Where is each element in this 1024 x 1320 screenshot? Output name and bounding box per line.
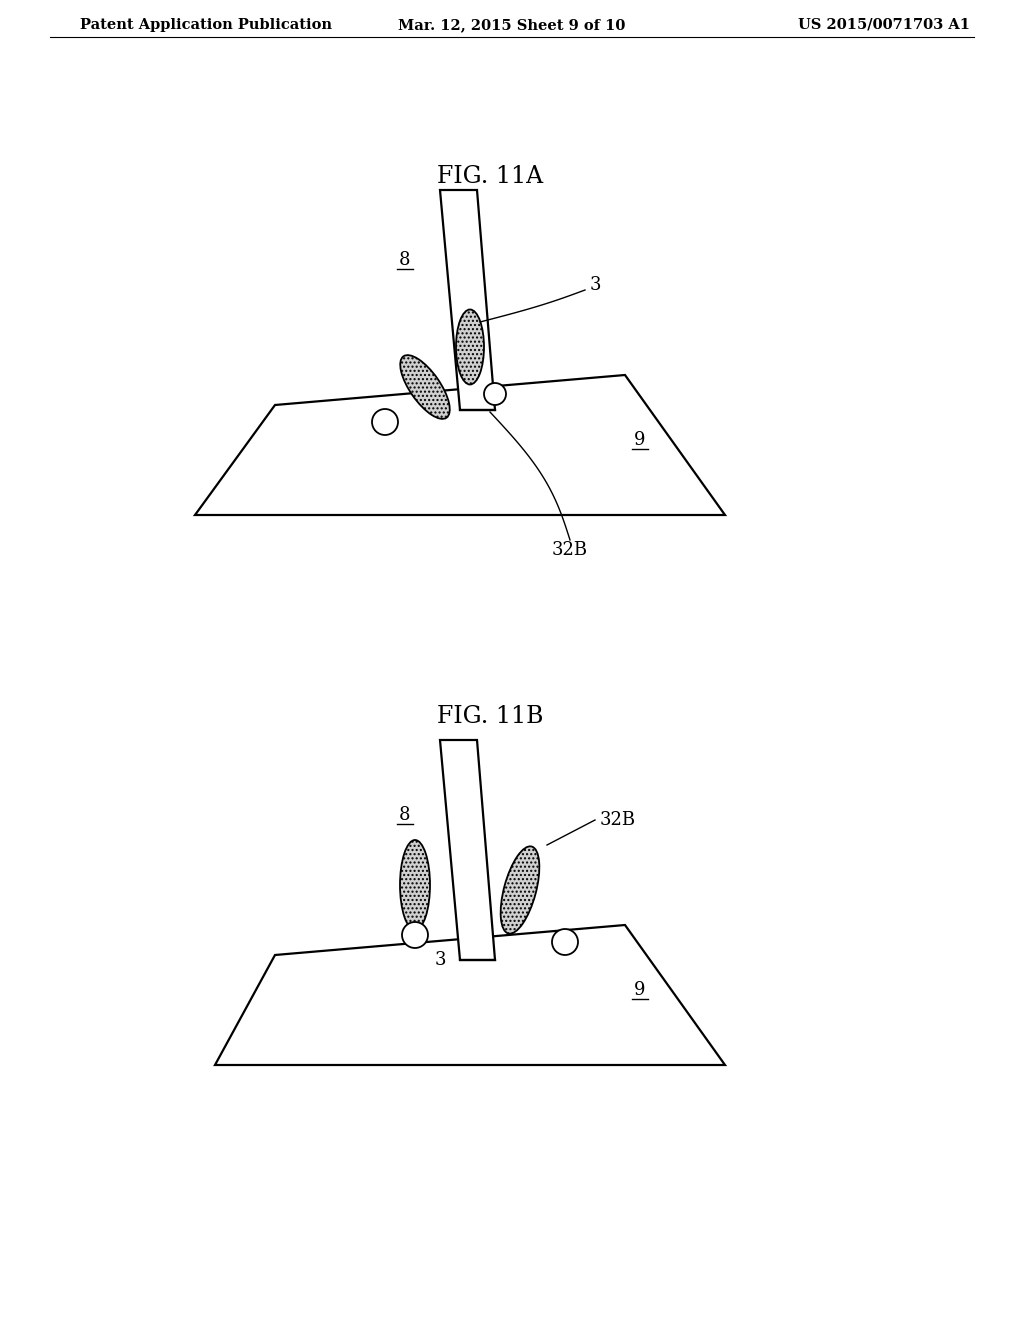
Ellipse shape: [501, 846, 540, 933]
Polygon shape: [440, 741, 495, 960]
Text: Mar. 12, 2015 Sheet 9 of 10: Mar. 12, 2015 Sheet 9 of 10: [398, 18, 626, 32]
Text: 8: 8: [399, 807, 411, 824]
Polygon shape: [215, 925, 725, 1065]
Ellipse shape: [400, 355, 450, 418]
Text: 32B: 32B: [552, 541, 588, 558]
Text: 32B: 32B: [600, 810, 636, 829]
Text: 3: 3: [589, 276, 601, 294]
Polygon shape: [440, 190, 495, 411]
Ellipse shape: [400, 840, 430, 931]
Text: 3: 3: [434, 950, 445, 969]
Text: 9: 9: [634, 432, 646, 449]
Circle shape: [402, 921, 428, 948]
Text: US 2015/0071703 A1: US 2015/0071703 A1: [798, 18, 970, 32]
Text: 9: 9: [634, 981, 646, 999]
Text: FIG. 11B: FIG. 11B: [437, 705, 544, 729]
Ellipse shape: [456, 309, 484, 384]
Text: FIG. 11A: FIG. 11A: [437, 165, 543, 187]
Polygon shape: [195, 375, 725, 515]
Circle shape: [372, 409, 398, 436]
Text: Patent Application Publication: Patent Application Publication: [80, 18, 332, 32]
Text: 8: 8: [399, 251, 411, 269]
Circle shape: [552, 929, 578, 954]
Circle shape: [484, 383, 506, 405]
